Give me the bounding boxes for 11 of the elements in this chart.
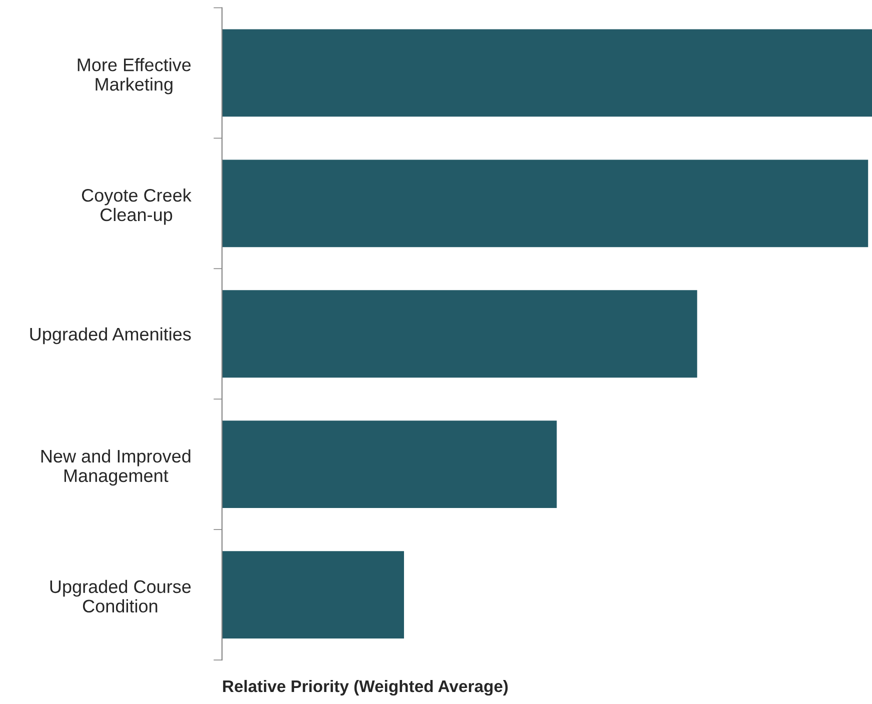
y-tick-label: Upgraded Course Condition <box>50 580 191 613</box>
bar <box>222 420 557 508</box>
y-tick-label: Upgraded Amenities <box>30 327 191 344</box>
bar <box>222 290 698 378</box>
y-tick-label: New and Improved Management <box>41 449 190 486</box>
y-tick-label: More Effective Marketing <box>78 58 191 94</box>
bar <box>222 29 872 117</box>
bar <box>222 160 868 248</box>
bar <box>222 551 404 638</box>
y-tick-label: Coyote Creek Clean-up <box>82 188 192 225</box>
x-axis-title: Relative Priority (Weighted Average) <box>223 680 508 696</box>
